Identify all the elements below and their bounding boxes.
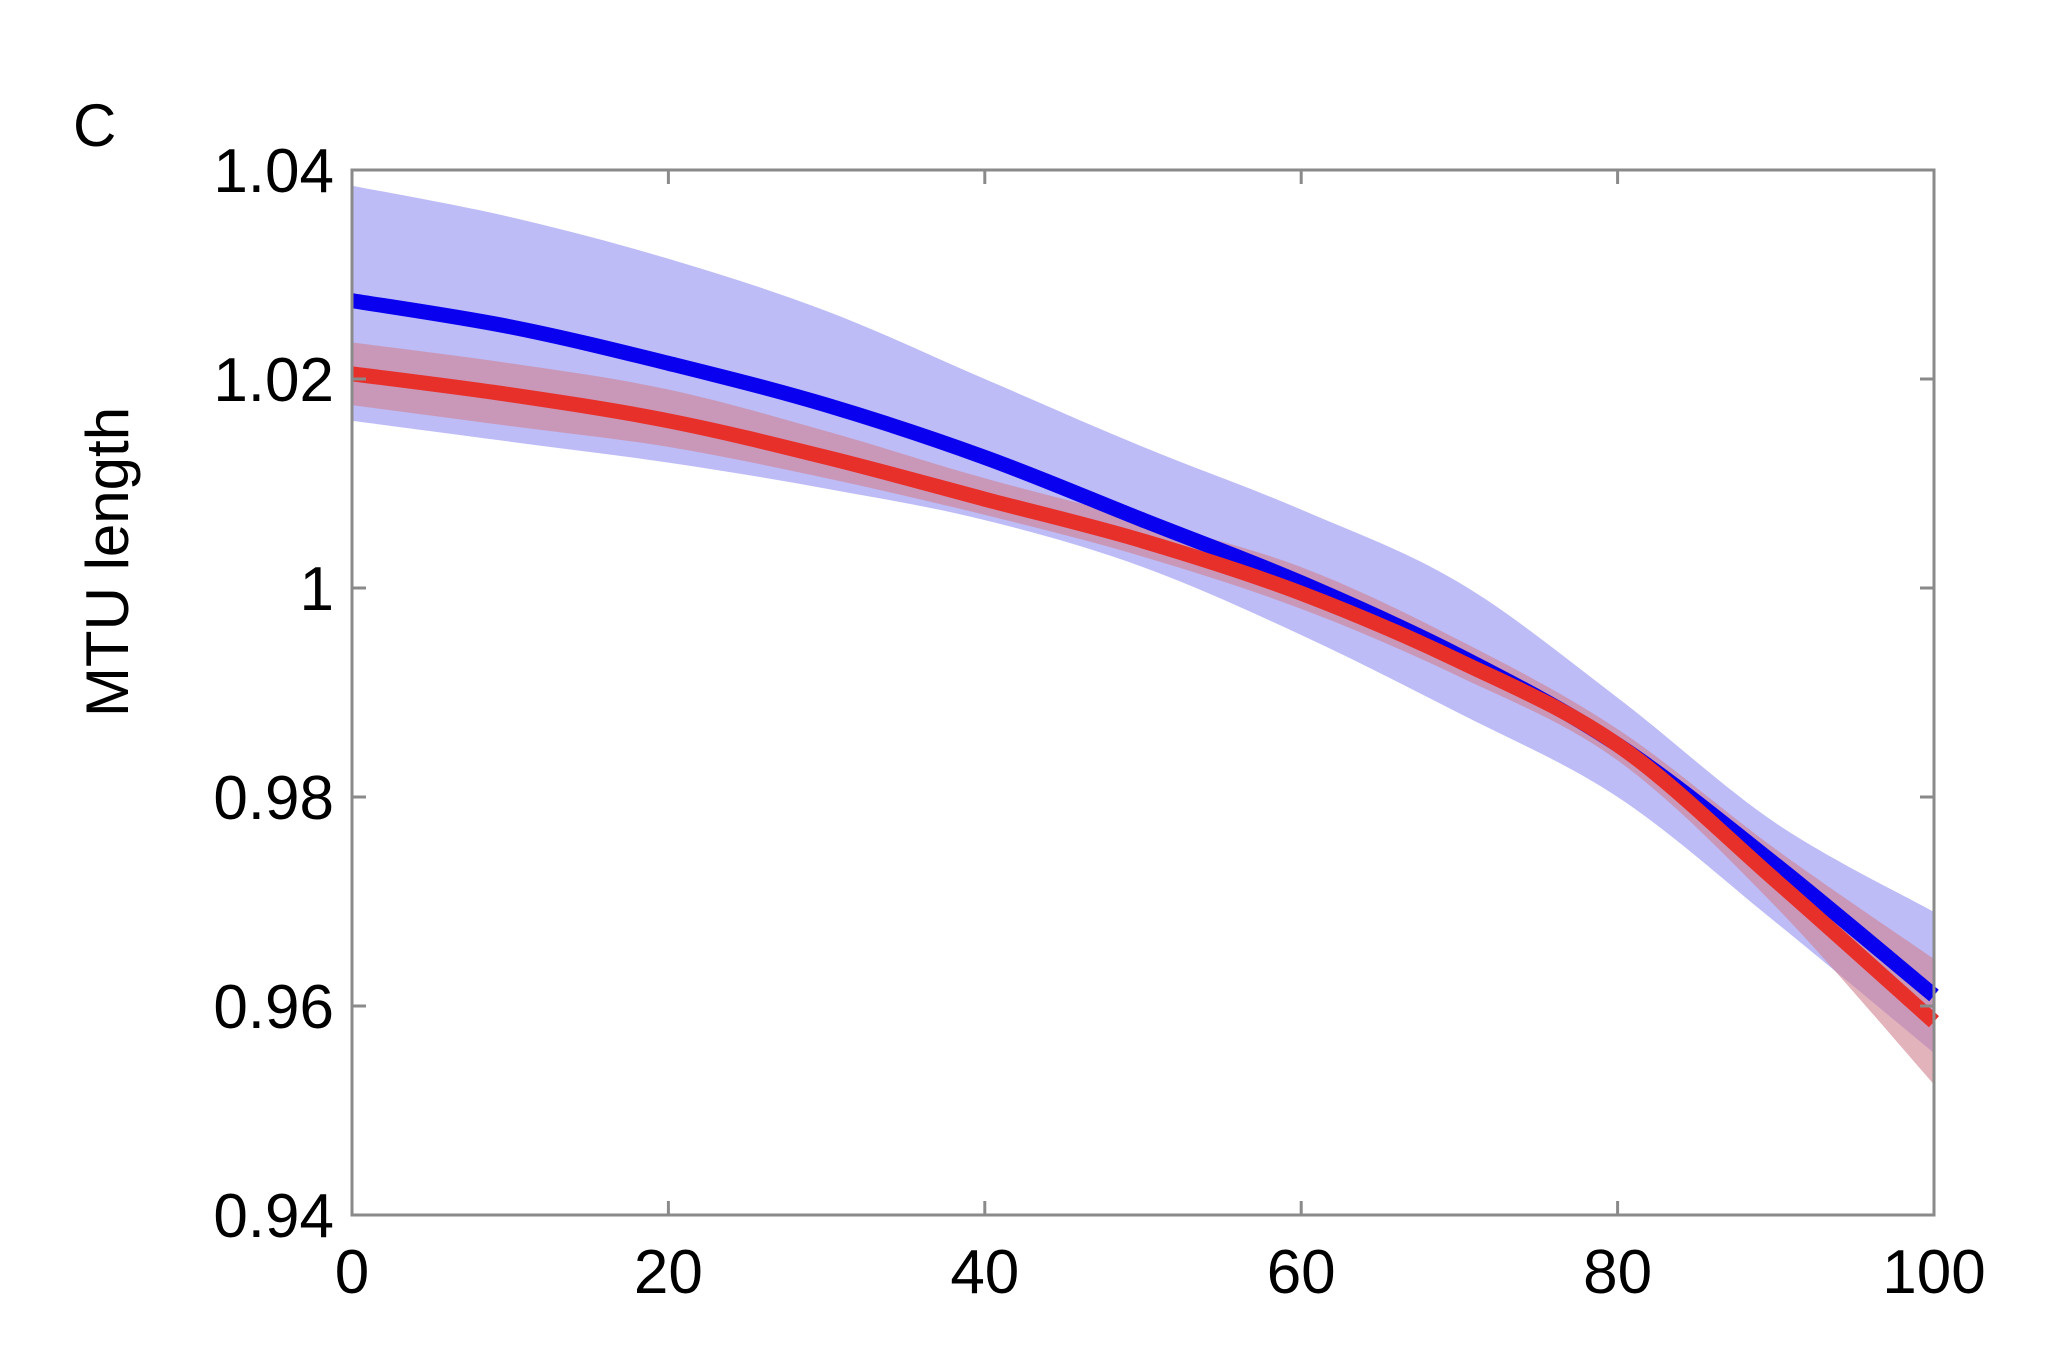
x-tick-label: 80 bbox=[1583, 1238, 1652, 1307]
series-lines bbox=[350, 293, 1939, 1028]
y-tick-label: 0.98 bbox=[213, 764, 334, 833]
axis-ticks bbox=[350, 168, 1936, 1217]
y-axis-label: MTU length bbox=[74, 407, 141, 717]
y-tick-label: 0.96 bbox=[213, 973, 334, 1042]
plot-frame bbox=[350, 168, 1936, 1217]
x-tick-label: 40 bbox=[950, 1238, 1019, 1307]
y-tick-label: 1.02 bbox=[213, 346, 334, 415]
x-tick-label: 0 bbox=[335, 1238, 369, 1307]
confidence-bands bbox=[352, 185, 1934, 1085]
confidence-band-2 bbox=[352, 342, 1934, 1085]
x-tick-label: 60 bbox=[1267, 1238, 1336, 1307]
panel-label: C bbox=[73, 92, 116, 159]
tick-labels: 0 20 40 60 80 100 0.94 0.96 0.98 1 1.02 1.04 bbox=[213, 137, 1985, 1307]
x-tick-label: 100 bbox=[1882, 1238, 1985, 1307]
x-tick-label: 20 bbox=[634, 1238, 703, 1307]
y-tick-label: 0.94 bbox=[213, 1182, 334, 1251]
confidence-band-1 bbox=[352, 185, 1934, 1053]
y-tick-label: 1 bbox=[300, 555, 334, 624]
series-line-2 bbox=[351, 366, 1939, 1028]
y-tick-label: 1.04 bbox=[213, 137, 334, 206]
